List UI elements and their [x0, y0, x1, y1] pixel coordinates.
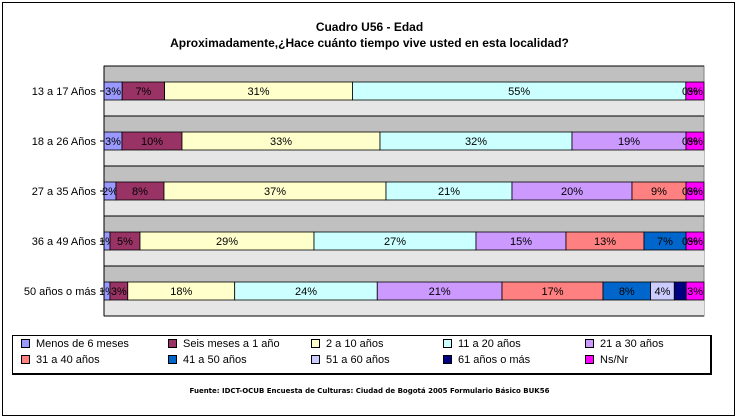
- legend-item: 21 a 30 años: [585, 338, 664, 350]
- data-label: 0%: [682, 86, 698, 98]
- legend-swatch: [21, 338, 30, 348]
- data-label: 5%: [117, 236, 133, 248]
- bar-segment: [685, 281, 705, 301]
- data-label: 0%: [682, 236, 698, 248]
- data-label: 8%: [132, 186, 148, 198]
- data-label: 3%: [687, 86, 703, 98]
- data-label: 3%: [687, 236, 703, 248]
- data-label: 3%: [105, 136, 121, 148]
- legend-item: 41 a 50 años: [168, 354, 247, 366]
- data-label: 0%: [682, 186, 698, 198]
- legend-item: Seis meses a 1 año: [168, 338, 280, 350]
- legend-label: 2 a 10 años: [326, 338, 384, 350]
- bar-segment: [685, 131, 705, 151]
- legend-item: 51 a 60 años: [311, 354, 390, 366]
- category-label: 36 a 49 Años: [32, 236, 97, 248]
- legend-label: 31 a 40 años: [36, 354, 100, 366]
- stacked-bar-chart: 13 a 17 Años 3% 7% 31% 55% 3%0%18 a 26 Años 3%…: [24, 65, 705, 317]
- legend-item: Ns/Nr: [585, 354, 628, 366]
- bar-segment: [673, 281, 687, 301]
- bar-segment: [685, 181, 705, 201]
- data-label: 17%: [541, 286, 563, 298]
- data-label: 21%: [429, 286, 451, 298]
- legend-swatch: [168, 354, 177, 364]
- data-label: 3%: [687, 136, 703, 148]
- legend-label: 21 a 30 años: [600, 338, 664, 350]
- bar-segment: [685, 81, 705, 101]
- legend-item: Menos de 6 meses: [21, 338, 129, 350]
- data-label: 3%: [687, 286, 703, 298]
- data-label: 3%: [105, 86, 121, 98]
- bar-segment: [685, 231, 705, 251]
- legend-item: 2 a 10 años: [311, 338, 384, 350]
- data-label: 27%: [384, 236, 406, 248]
- legend-label: Menos de 6 meses: [36, 338, 129, 350]
- chart-subtitle: Aproximadamente,¿Hace cuánto tiempo vive…: [170, 36, 569, 50]
- data-label: 0%: [682, 136, 698, 148]
- legend-item: 11 a 20 años: [443, 338, 521, 350]
- legend-swatch: [168, 338, 177, 348]
- data-label: 55%: [508, 86, 530, 98]
- data-label: 4%: [654, 286, 670, 298]
- legend-item: 61 años o más: [443, 354, 530, 366]
- legend-swatch: [311, 338, 320, 348]
- legend-label: 41 a 50 años: [183, 354, 247, 366]
- category-label: 18 a 26 Años: [32, 136, 97, 148]
- data-label: 31%: [248, 86, 270, 98]
- chart-title: Cuadro U56 - Edad: [315, 20, 424, 34]
- legend-label: 51 a 60 años: [326, 354, 390, 366]
- legend-swatch: [443, 338, 452, 348]
- data-label: 8%: [619, 286, 635, 298]
- legend-swatch: [21, 354, 30, 364]
- data-label: 3%: [111, 286, 127, 298]
- data-label: 9%: [651, 186, 667, 198]
- data-label: 13%: [594, 236, 616, 248]
- data-label: 2%: [102, 186, 118, 198]
- chart-legend: Menos de 6 meses Seis meses a 1 año 2 a 10…: [12, 335, 712, 375]
- data-label: 7%: [657, 236, 673, 248]
- data-label: 21%: [438, 186, 460, 198]
- legend-label: Seis meses a 1 año: [183, 338, 280, 350]
- data-label: 3%: [687, 186, 703, 198]
- legend-label: Ns/Nr: [600, 354, 629, 366]
- data-label: 33%: [270, 136, 292, 148]
- category-label: 13 a 17 Años: [32, 86, 97, 98]
- legend-label: 11 a 20 años: [458, 338, 521, 350]
- legend-swatch: [311, 354, 320, 364]
- legend-item: 31 a 40 años: [21, 354, 100, 366]
- data-label: 37%: [264, 186, 286, 198]
- legend-label: 61 años o más: [458, 354, 531, 366]
- legend-swatch: [585, 354, 594, 364]
- data-label: 15%: [510, 236, 532, 248]
- legend-swatch: [443, 354, 452, 364]
- category-label: 50 años o más: [24, 286, 97, 298]
- data-label: 18%: [170, 286, 192, 298]
- data-label: 32%: [465, 136, 487, 148]
- data-label: 10%: [141, 136, 163, 148]
- data-label: 29%: [216, 236, 238, 248]
- data-label: 24%: [295, 286, 317, 298]
- data-label: 19%: [618, 136, 640, 148]
- data-label: 7%: [135, 86, 151, 98]
- source-note: Fuente: IDCT-OCUB Encuesta de Culturas: …: [189, 387, 550, 395]
- category-label: 27 a 35 Años: [32, 186, 97, 198]
- data-label: 20%: [561, 186, 583, 198]
- legend-swatch: [585, 338, 594, 348]
